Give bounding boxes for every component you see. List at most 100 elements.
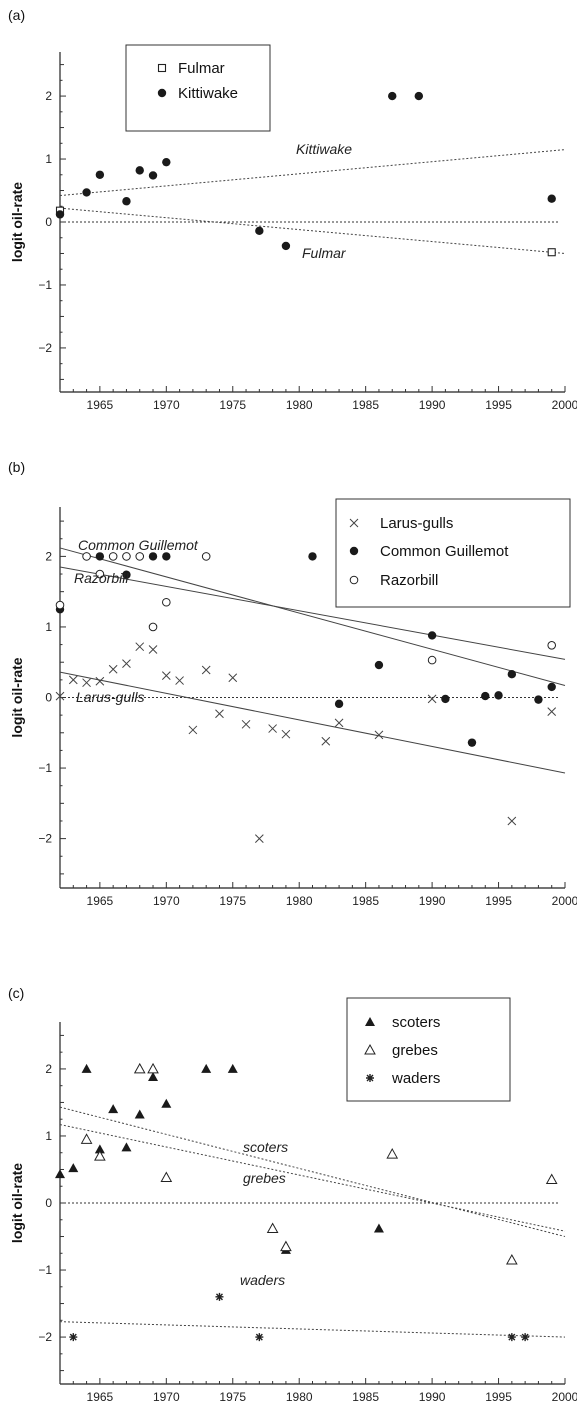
legend-marker	[365, 1017, 375, 1026]
line-annotation: Larus-gulls	[76, 689, 144, 705]
y-tick-label: −1	[38, 278, 52, 292]
data-point	[121, 1142, 132, 1152]
legend-box	[346, 997, 511, 1102]
y-axis-label: logit oil-rate	[9, 182, 25, 262]
data-point	[55, 1169, 65, 1179]
legend-marker	[157, 88, 167, 98]
data-point	[161, 1098, 172, 1108]
legend-label: scoters	[392, 1014, 440, 1031]
data-point	[521, 1333, 530, 1342]
chart-panel-1: (a) −2 −1 0 1 2 1965 1970 1975 1980 1985 1990 1995 20…	[8, 7, 577, 412]
legend-marker	[364, 1043, 376, 1055]
data-point	[386, 1148, 399, 1159]
data-point	[373, 1223, 384, 1233]
legend-marker	[349, 546, 359, 556]
x-tick-label: 1965	[87, 894, 114, 908]
data-point	[55, 691, 65, 701]
legend-marker	[349, 575, 359, 585]
data-point	[254, 834, 264, 843]
data-point	[215, 709, 224, 719]
data-point	[494, 691, 503, 700]
data-point	[162, 157, 171, 167]
data-point	[148, 622, 158, 632]
data-point	[374, 730, 384, 740]
data-point	[547, 682, 556, 692]
data-point	[281, 729, 291, 739]
chart-panel-2: (b) −2 −1 0 1 2 1965 1970 1975 1980 1985 1990 1995 20…	[8, 459, 577, 908]
trend-line	[59, 1321, 566, 1338]
x-tick-label: 2000	[552, 398, 577, 412]
data-point	[160, 1171, 173, 1183]
y-tick-label: 0	[45, 691, 52, 705]
data-point	[241, 719, 251, 729]
data-point	[148, 171, 158, 180]
data-point	[481, 691, 490, 701]
data-point	[268, 724, 277, 733]
x-tick-label: 1990	[419, 894, 446, 908]
data-point	[547, 640, 557, 650]
data-point	[308, 552, 317, 561]
data-point	[507, 670, 517, 679]
data-point	[388, 91, 397, 101]
data-point	[175, 676, 184, 685]
x-tick-label: 2000	[552, 1390, 577, 1401]
data-point	[467, 738, 477, 747]
data-point	[122, 659, 131, 668]
x-tick-label: 1970	[153, 894, 180, 908]
data-point	[255, 226, 264, 236]
y-axis-label: logit oil-rate	[9, 1163, 25, 1243]
data-point	[227, 1063, 238, 1073]
trend-line	[59, 671, 566, 774]
data-point	[162, 552, 171, 561]
data-point	[228, 673, 238, 683]
data-point	[427, 655, 437, 665]
legend-label: Fulmar	[178, 60, 225, 77]
data-point	[122, 197, 131, 206]
data-point	[122, 552, 131, 561]
line-annotation: Razorbill	[74, 570, 129, 586]
line-annotation: Kittiwake	[296, 141, 352, 157]
data-point	[94, 1150, 106, 1161]
data-point	[135, 552, 145, 561]
chart-panel-3: (c) −2 −1 0 1 2 1965 1970 1975 1980 1985 1990 1995 20…	[8, 985, 577, 1401]
data-point	[161, 671, 171, 680]
y-tick-label: 1	[45, 620, 52, 634]
x-tick-label: 1975	[219, 894, 246, 908]
data-point	[255, 1333, 264, 1342]
data-point	[148, 645, 158, 654]
trend-line	[59, 1106, 566, 1238]
data-point	[82, 552, 91, 561]
y-tick-label: 2	[45, 89, 52, 103]
x-tick-label: 1995	[485, 894, 512, 908]
data-point	[507, 816, 517, 826]
legend-label: Razorbill	[380, 572, 438, 589]
y-axis-label: logit oil-rate	[9, 657, 25, 737]
x-tick-label: 1965	[87, 1390, 114, 1401]
y-tick-label: 2	[45, 1062, 52, 1076]
data-point	[108, 1104, 119, 1114]
x-tick-label: 1980	[286, 894, 313, 908]
data-point	[215, 1292, 224, 1301]
line-annotation: grebes	[243, 1170, 286, 1186]
data-point	[280, 1240, 292, 1252]
y-tick-label: 0	[45, 1196, 52, 1210]
y-tick-label: 2	[45, 549, 52, 563]
panel-label: (a)	[8, 7, 25, 23]
data-point	[427, 631, 437, 640]
x-tick-label: 1985	[352, 1390, 379, 1401]
y-tick-label: 1	[45, 152, 52, 166]
x-tick-label: 2000	[552, 894, 577, 908]
data-point	[95, 170, 105, 179]
x-tick-label: 1990	[419, 1390, 446, 1401]
data-point	[427, 694, 437, 704]
legend-marker	[366, 1074, 374, 1082]
data-point	[133, 1062, 146, 1074]
legend-label: Kittiwake	[178, 85, 238, 102]
y-tick-label: −1	[38, 761, 52, 775]
line-annotation: Common Guillemot	[78, 537, 199, 553]
trend-line	[59, 566, 566, 660]
data-point	[135, 166, 144, 175]
x-tick-label: 1990	[419, 398, 446, 412]
y-tick-label: −2	[38, 1330, 52, 1344]
